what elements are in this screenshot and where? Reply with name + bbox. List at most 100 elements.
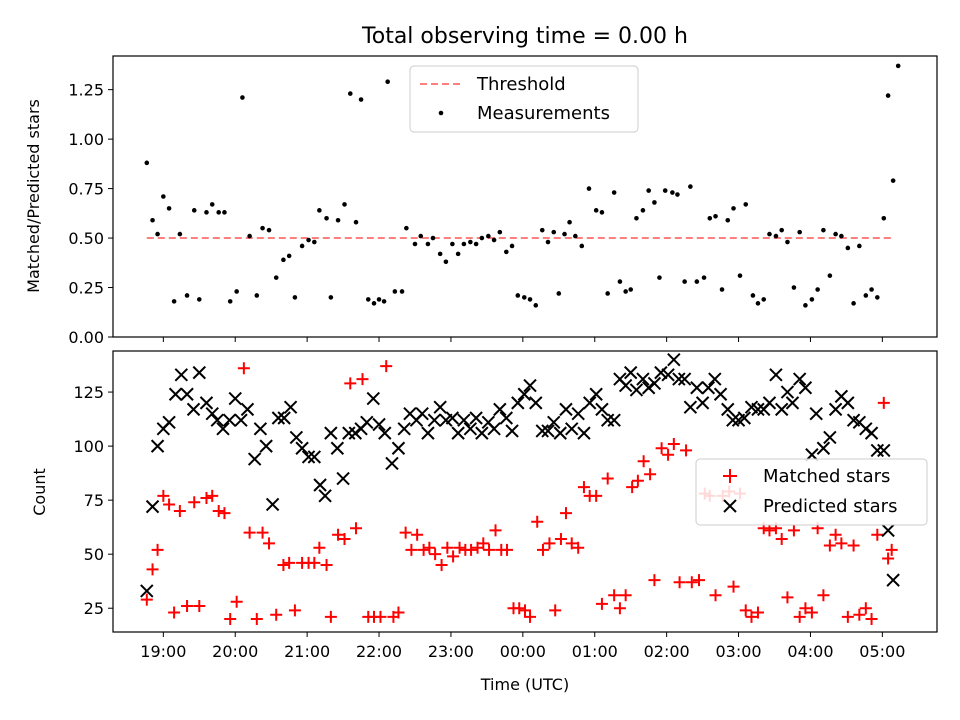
measurement-point: [755, 301, 761, 306]
predicted-star-marker: [523, 378, 537, 393]
measurement-point: [371, 301, 377, 306]
measurement-point: [682, 279, 687, 284]
predicted-star-marker: [751, 402, 765, 417]
measurement-point: [719, 287, 725, 292]
matched-star-marker: [338, 533, 351, 546]
matched-star-marker: [595, 597, 608, 610]
x-tick-label: 00:00: [500, 642, 546, 661]
predicted-star-marker: [877, 443, 891, 458]
predicted-star-marker: [427, 413, 442, 427]
bottom-y-tick-label: 125: [73, 383, 104, 402]
predicted-star-marker: [870, 443, 885, 458]
matched-star-marker: [655, 442, 668, 455]
measurement-point: [209, 202, 215, 207]
predicted-star-marker: [415, 406, 429, 421]
measurement-point: [551, 229, 557, 235]
matched-star-marker: [859, 602, 872, 615]
measurement-point: [713, 213, 718, 219]
predicted-star-marker: [463, 422, 478, 436]
predicted-star-marker: [342, 426, 356, 440]
measurement-point: [750, 293, 756, 298]
measurement-point: [628, 287, 633, 292]
predicted-star-marker: [661, 368, 675, 382]
bottom-plot-area: 25 50 75 100 125 19:00 20:00 21:00 22:00 23:00 00:…: [73, 352, 905, 661]
legend-predicted-swatch: [723, 499, 737, 513]
measurement-point: [260, 225, 265, 231]
predicted-star-marker: [336, 471, 350, 486]
predicted-star-marker: [283, 400, 298, 414]
matched-star-marker: [218, 507, 231, 520]
predicted-star-marker: [228, 391, 242, 406]
matched-star-marker: [619, 589, 632, 602]
matched-star-marker: [882, 552, 895, 565]
predicted-star-marker: [174, 368, 189, 382]
predicted-star-marker: [222, 413, 237, 427]
predicted-star-marker: [607, 413, 621, 427]
predicted-star-marker: [271, 411, 286, 425]
measurement-point: [707, 215, 713, 221]
bottom-y-tick-label: 75: [84, 491, 104, 510]
predicted-star-marker: [708, 372, 722, 386]
matched-star-marker: [320, 558, 333, 571]
measurement-point: [567, 219, 572, 225]
predicted-star-marker: [505, 424, 519, 438]
top-legend-box: [409, 65, 639, 133]
measurement-point: [437, 251, 443, 257]
predicted-star-marker: [301, 450, 316, 464]
measurement-point: [461, 241, 467, 247]
measurement-point: [312, 239, 317, 245]
predicted-star-marker: [636, 372, 650, 386]
matched-star-marker: [787, 524, 800, 537]
measurement-point: [833, 231, 838, 237]
measurement-point: [292, 295, 298, 300]
x-tick-label: 01:00: [572, 642, 618, 661]
predicted-star-marker: [667, 352, 681, 367]
top-legend: Threshold Measurements: [409, 65, 639, 133]
predicted-star-marker: [677, 372, 692, 386]
measurement-point: [418, 233, 424, 239]
x-tick-label: 04:00: [787, 642, 833, 661]
predicted-star-marker: [421, 426, 435, 440]
matched-star-marker: [453, 541, 466, 554]
measurement-point: [803, 303, 808, 308]
measurement-point: [815, 287, 820, 292]
predicted-star-marker: [816, 441, 831, 455]
predicted-star-marker: [774, 402, 789, 417]
predicted-star-marker: [186, 402, 201, 417]
matched-star-marker: [224, 613, 237, 626]
predicted-star-marker: [785, 396, 800, 410]
predicted-star-marker: [713, 387, 728, 401]
measurement-point: [347, 91, 353, 96]
matched-star-marker: [411, 528, 424, 541]
matched-star-marker: [823, 539, 836, 552]
predicted-star-marker: [348, 426, 363, 440]
measurement-point: [509, 243, 515, 249]
predicted-star-marker: [511, 396, 525, 410]
matched-star-marker: [524, 610, 537, 623]
predicted-star-marker: [721, 402, 735, 417]
predicted-star-marker: [499, 411, 514, 425]
measurement-point: [863, 293, 869, 298]
measurement-point: [701, 275, 707, 280]
predicted-star-marker: [762, 396, 777, 410]
measurement-point: [144, 160, 150, 166]
predicted-star-marker: [360, 415, 374, 430]
predicted-star-marker: [378, 426, 392, 440]
matched-star-marker: [350, 522, 363, 535]
matched-star-marker: [173, 504, 186, 517]
top-y-tick-label: 1.25: [68, 81, 104, 100]
predicted-star-marker: [571, 406, 585, 421]
bottom-legend-box: [695, 458, 928, 526]
x-axis-label: Time (UTC): [480, 675, 569, 694]
predicted-star-marker: [240, 402, 255, 417]
matched-star-marker: [680, 444, 693, 457]
measurement-point: [657, 275, 662, 280]
measurement-point: [605, 291, 610, 296]
matched-star-marker: [324, 610, 337, 623]
predicted-star-marker: [623, 365, 638, 380]
predicted-star-marker: [487, 422, 501, 436]
predicted-star-marker: [289, 430, 304, 445]
matched-star-marker: [181, 600, 194, 613]
measurement-point: [791, 285, 797, 290]
matched-star-marker: [188, 496, 201, 509]
